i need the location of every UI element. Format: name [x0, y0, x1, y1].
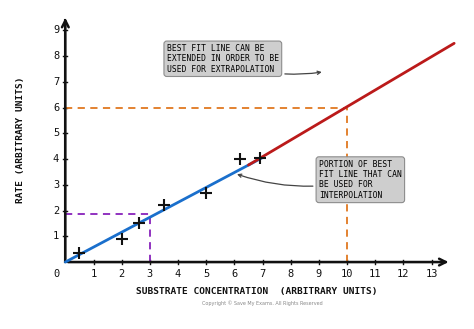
Text: 5: 5 — [53, 128, 59, 139]
Text: 2: 2 — [118, 269, 125, 279]
Text: Copyright © Save My Exams. All Rights Reserved: Copyright © Save My Exams. All Rights Re… — [202, 301, 323, 306]
Text: 3: 3 — [147, 269, 153, 279]
Text: 10: 10 — [341, 269, 353, 279]
Text: 4: 4 — [175, 269, 181, 279]
Text: 1: 1 — [53, 231, 59, 241]
Text: 0: 0 — [53, 269, 59, 279]
Text: 7: 7 — [259, 269, 266, 279]
Text: 13: 13 — [425, 269, 438, 279]
Text: 5: 5 — [203, 269, 210, 279]
Text: 3: 3 — [53, 180, 59, 190]
Text: 9: 9 — [316, 269, 322, 279]
Text: BEST FIT LINE CAN BE
EXTENDED IN ORDER TO BE
USED FOR EXTRAPOLATION: BEST FIT LINE CAN BE EXTENDED IN ORDER T… — [167, 44, 320, 74]
Text: 6: 6 — [231, 269, 237, 279]
Text: 8: 8 — [288, 269, 294, 279]
Text: SUBSTRATE CONCENTRATION  (ARBITRARY UNITS): SUBSTRATE CONCENTRATION (ARBITRARY UNITS… — [136, 287, 378, 295]
Text: 7: 7 — [53, 77, 59, 87]
Text: RATE (ARBITRARY UNITS): RATE (ARBITRARY UNITS) — [16, 77, 25, 203]
Text: 11: 11 — [369, 269, 382, 279]
Text: 6: 6 — [53, 103, 59, 113]
Text: 12: 12 — [397, 269, 410, 279]
Text: 1: 1 — [91, 269, 97, 279]
Text: 9: 9 — [53, 25, 59, 36]
Text: PORTION OF BEST
FIT LINE THAT CAN
BE USED FOR
INTERPOLATION: PORTION OF BEST FIT LINE THAT CAN BE USE… — [238, 160, 402, 200]
Text: 4: 4 — [53, 154, 59, 164]
Text: 8: 8 — [53, 51, 59, 61]
Text: 2: 2 — [53, 206, 59, 215]
